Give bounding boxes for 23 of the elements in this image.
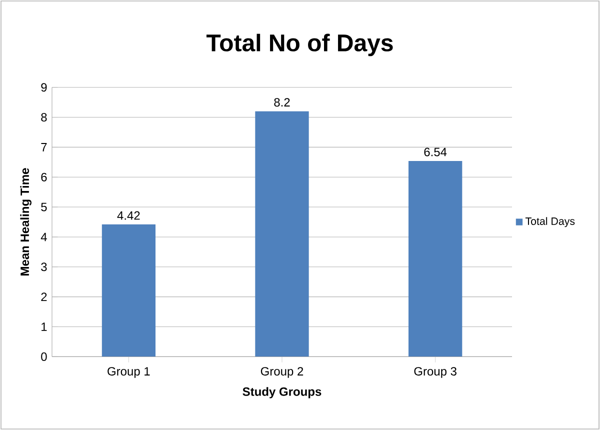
y-axis-title: Mean Healing Time xyxy=(20,168,32,276)
y-tick-label: 4 xyxy=(40,232,47,242)
bar xyxy=(408,160,462,357)
y-tick-label: 6 xyxy=(41,172,47,182)
y-tick-label: 0 xyxy=(41,352,47,361)
y-tick-label: 3 xyxy=(41,262,47,272)
data-label: 8.2 xyxy=(274,98,290,107)
x-tick-label: Group 3 xyxy=(414,367,456,378)
y-tick-label: 8 xyxy=(41,113,47,122)
chart-title: Total No of Days xyxy=(206,34,393,56)
data-label: 6.54 xyxy=(424,148,447,156)
data-label: 4.42 xyxy=(117,211,140,220)
y-tick-label: 2 xyxy=(41,292,47,302)
y-tick-label: 7 xyxy=(41,143,47,152)
bar xyxy=(255,111,309,357)
y-tick-label: 9 xyxy=(41,83,47,92)
legend-label: Total Days xyxy=(525,217,575,228)
x-tick-label: Group 1 xyxy=(108,367,150,378)
x-tick-label: Group 2 xyxy=(260,367,304,378)
bar xyxy=(102,224,156,357)
y-tick-label: 1 xyxy=(42,322,47,331)
x-axis-title: Study Groups xyxy=(242,387,322,398)
y-tick-label: 5 xyxy=(41,202,47,212)
